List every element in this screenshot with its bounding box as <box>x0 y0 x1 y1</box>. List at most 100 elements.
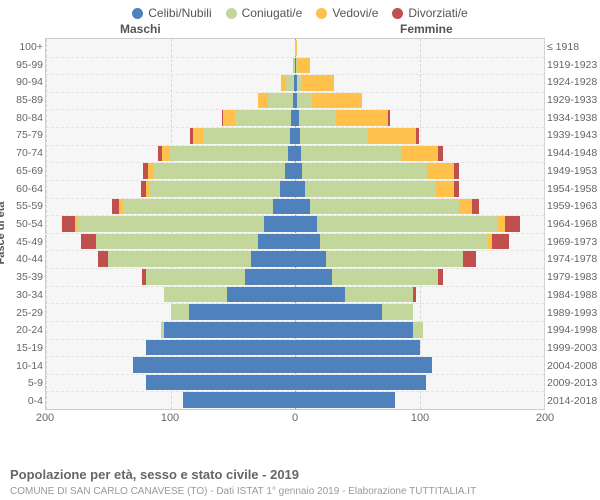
bar-segment <box>382 304 413 320</box>
legend-swatch <box>132 8 143 19</box>
bar-segment <box>164 287 226 303</box>
x-tick-label: 100 <box>411 412 429 424</box>
bar-female <box>295 146 544 162</box>
bar-male <box>46 146 295 162</box>
x-tick-label: 100 <box>161 412 179 424</box>
age-row <box>46 109 544 127</box>
birth-label: 1969-1973 <box>547 236 600 248</box>
bar-segment <box>332 269 438 285</box>
bar-segment <box>295 40 297 56</box>
bar-female <box>295 110 544 126</box>
bar-segment <box>96 234 258 250</box>
x-axis: 2001000100200 <box>45 412 545 428</box>
bar-segment <box>288 146 295 162</box>
bar-male <box>46 269 295 285</box>
age-label: 15-19 <box>3 342 43 354</box>
bar-segment <box>171 304 190 320</box>
legend-swatch <box>392 8 403 19</box>
age-label: 100+ <box>3 41 43 53</box>
header-femmine: Femmine <box>400 22 453 36</box>
bar-female <box>295 181 544 197</box>
age-label: 0-4 <box>3 395 43 407</box>
plot-area <box>45 38 545 410</box>
bar-segment <box>295 234 320 250</box>
bar-segment <box>123 199 272 215</box>
bar-segment <box>245 269 295 285</box>
bar-segment <box>295 163 302 179</box>
bar-segment <box>297 93 312 109</box>
bar-segment <box>268 93 293 109</box>
bar-male <box>46 357 295 373</box>
bar-segment <box>297 58 309 74</box>
bar-female <box>295 58 544 74</box>
bar-segment <box>149 181 280 197</box>
birth-label: 1944-1948 <box>547 147 600 159</box>
column-headers: Maschi Femmine <box>0 22 600 38</box>
birth-label: 1974-1978 <box>547 253 600 265</box>
birth-label: 1979-1983 <box>547 271 600 283</box>
bar-male <box>46 322 295 338</box>
bar-female <box>295 375 544 391</box>
age-row <box>46 180 544 198</box>
bar-segment <box>223 110 235 126</box>
age-row <box>46 250 544 268</box>
bar-segment <box>235 110 291 126</box>
bar-female <box>295 199 544 215</box>
age-row <box>46 57 544 75</box>
bar-segment <box>295 375 426 391</box>
age-label: 45-49 <box>3 236 43 248</box>
bar-segment <box>299 110 336 126</box>
age-label: 95-99 <box>3 59 43 71</box>
bar-male <box>46 234 295 250</box>
bar-male <box>46 40 295 56</box>
age-label: 60-64 <box>3 183 43 195</box>
bar-segment <box>295 269 332 285</box>
bar-segment <box>401 146 438 162</box>
bar-female <box>295 269 544 285</box>
bar-segment <box>312 93 362 109</box>
bar-segment <box>295 181 305 197</box>
age-row <box>46 127 544 145</box>
bar-segment <box>302 75 333 91</box>
bar-male <box>46 75 295 91</box>
age-row <box>46 356 544 374</box>
bar-female <box>295 128 544 144</box>
bar-female <box>295 40 544 56</box>
bar-segment <box>438 146 443 162</box>
chart-source: COMUNE DI SAN CARLO CANAVESE (TO) - Dati… <box>10 486 476 497</box>
bar-female <box>295 251 544 267</box>
bar-segment <box>310 199 459 215</box>
legend-swatch <box>226 8 237 19</box>
bar-segment <box>302 163 427 179</box>
birth-label: 1939-1943 <box>547 129 600 141</box>
bar-male <box>46 58 295 74</box>
bar-segment <box>427 163 454 179</box>
age-label: 50-54 <box>3 218 43 230</box>
bar-segment <box>108 251 251 267</box>
bar-segment <box>258 93 268 109</box>
bar-segment <box>368 128 415 144</box>
bar-segment <box>472 199 479 215</box>
bar-segment <box>301 146 401 162</box>
age-row <box>46 198 544 216</box>
bar-segment <box>77 216 264 232</box>
bar-segment <box>251 251 295 267</box>
bar-segment <box>154 163 285 179</box>
population-pyramid-chart: Fasce di età Anni di nascita 0-45-910-14… <box>45 38 545 428</box>
bar-segment <box>413 287 415 303</box>
x-tick-label: 200 <box>536 412 554 424</box>
y-axis-birth-labels: 2014-20182009-20132004-20081999-20031994… <box>547 38 600 410</box>
bar-segment <box>183 392 295 408</box>
bar-male <box>46 287 295 303</box>
legend-label: Divorziati/e <box>408 6 467 20</box>
age-label: 80-84 <box>3 112 43 124</box>
bar-segment <box>273 199 295 215</box>
bar-segment <box>305 181 436 197</box>
bar-female <box>295 163 544 179</box>
bar-male <box>46 93 295 109</box>
birth-label: 1959-1963 <box>547 200 600 212</box>
age-row <box>46 391 544 409</box>
bar-segment <box>295 392 395 408</box>
age-label: 5-9 <box>3 377 43 389</box>
age-row <box>46 215 544 233</box>
